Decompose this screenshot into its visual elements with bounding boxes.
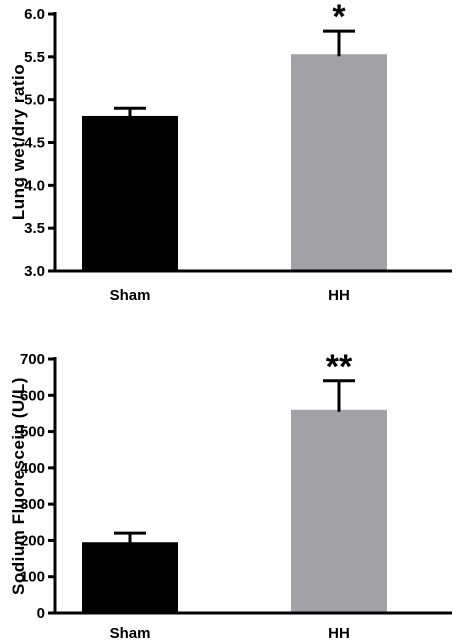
chart2-y-tick-label-3: 300: [20, 496, 45, 513]
chart2-bar-1: [291, 409, 387, 613]
chart2-x-tick-label-0: Sham: [110, 625, 151, 642]
chart1-y-tick-label-2: 4.0: [24, 177, 45, 194]
chart1-y-tick-label-0: 3.0: [24, 263, 45, 280]
chart2-y-axis-title: Sodium Fluorescein (U/L): [9, 377, 28, 595]
chart2-x-tick-label-1: HH: [328, 625, 350, 642]
chart2-y-tick-label-1: 100: [20, 569, 45, 586]
chart2-significance-label-1: **: [326, 348, 353, 386]
chart1-x-tick-label-0: Sham: [110, 287, 151, 304]
chart1-y-tick-label-4: 5.0: [24, 92, 45, 109]
chart2-y-tick-label-6: 600: [20, 387, 45, 404]
chart1-y-tick-label-3: 4.5: [24, 135, 45, 152]
chart1-y-tick-label-1: 3.5: [24, 220, 45, 237]
chart1-bar-1: [291, 54, 387, 271]
chart1-x-tick-label-1: HH: [328, 287, 350, 304]
chart1-y-tick-label-6: 6.0: [24, 6, 45, 23]
chart2-y-tick-label-0: 0: [37, 605, 45, 622]
chart1-y-tick-label-5: 5.5: [24, 49, 45, 66]
chart2-y-tick-label-5: 500: [20, 424, 45, 441]
chart2-y-tick-label-4: 400: [20, 460, 45, 477]
chart1-significance-label-1: *: [332, 0, 346, 36]
chart1-y-axis-title: Lung wet/dry ratio: [9, 64, 28, 220]
chart2-y-tick-label-7: 700: [20, 351, 45, 368]
chart2-y-tick-label-2: 200: [20, 532, 45, 549]
chart1-bar-0: [82, 115, 178, 272]
chart2-bar-0: [82, 542, 178, 613]
